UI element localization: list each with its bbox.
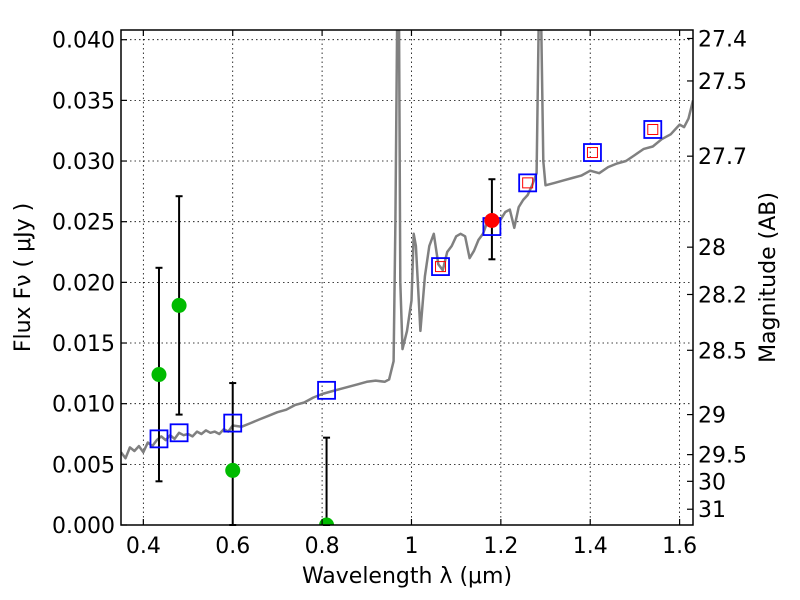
- y-tick-label: 0.010: [52, 393, 115, 418]
- model-photometry-square: [518, 173, 538, 193]
- tick-labels: 0.4 0.6 0.8 1 1.2 1.4 1.6 0.000 0.005 0.010 0.015 0…: [52, 27, 747, 559]
- markers: [149, 120, 663, 525]
- right-axis-title: Magnitude (AB): [756, 192, 781, 363]
- small-square-marker: [522, 177, 534, 189]
- x-tick-label: 1: [404, 534, 418, 559]
- y-axis-title: Flux Fν ( μJy ): [11, 203, 36, 352]
- small-square-marker: [647, 123, 659, 135]
- detection-point: [484, 212, 500, 228]
- y-tick-label: 0.020: [52, 271, 115, 296]
- right-tick-label: 27.5: [698, 70, 747, 95]
- model-photometry-square: [223, 413, 243, 433]
- spectrum-layer: [121, 30, 693, 460]
- y-tick-label: 0.025: [52, 211, 115, 236]
- model-photometry-square: [643, 120, 663, 139]
- y-tick-label: 0.040: [52, 29, 115, 54]
- tick-marks: [121, 30, 693, 526]
- measurement-point: [225, 462, 241, 478]
- small-square-marker: [435, 261, 447, 273]
- y-tick-label: 0.005: [52, 453, 115, 478]
- x-tick-label: 0.8: [305, 534, 340, 559]
- model-photometry-square: [431, 257, 450, 276]
- measurement-point: [319, 517, 335, 525]
- model-photometry-square: [169, 423, 189, 443]
- right-tick-label: 31: [698, 498, 726, 523]
- x-tick-label: 1.6: [662, 534, 697, 559]
- x-tick-label: 0.6: [215, 534, 250, 559]
- model-photometry-square: [149, 429, 169, 449]
- x-tick-label: 1.2: [483, 534, 518, 559]
- x-tick-label: 0.4: [126, 534, 161, 559]
- plot-frame: [120, 29, 694, 526]
- y-tick-label: 0.000: [52, 514, 115, 539]
- right-tick-label: 28: [698, 236, 726, 261]
- x-tick-label: 1.4: [573, 534, 608, 559]
- measurement-point: [171, 297, 187, 313]
- spectrum-line: [121, 30, 693, 460]
- right-tick-label: 30: [698, 470, 726, 495]
- model-photometry-square: [317, 380, 336, 400]
- right-tick-label: 29.5: [698, 444, 747, 469]
- y-tick-label: 0.030: [52, 150, 115, 175]
- y-tick-label: 0.015: [52, 332, 115, 357]
- right-tick-label: 29: [698, 404, 726, 429]
- model-photometry-square: [583, 143, 602, 162]
- error-bars: [155, 178, 496, 526]
- right-tick-label: 28.5: [698, 339, 747, 364]
- grid-lines: [121, 30, 693, 526]
- right-tick-label: 28.2: [698, 283, 747, 308]
- right-tick-label: 27.4: [698, 27, 747, 52]
- small-square-marker: [586, 147, 598, 159]
- right-tick-label: 27.7: [698, 145, 747, 170]
- y-tick-label: 0.035: [52, 89, 115, 114]
- x-axis-title: Wavelength λ (μm): [302, 564, 512, 589]
- measurement-point: [151, 367, 167, 383]
